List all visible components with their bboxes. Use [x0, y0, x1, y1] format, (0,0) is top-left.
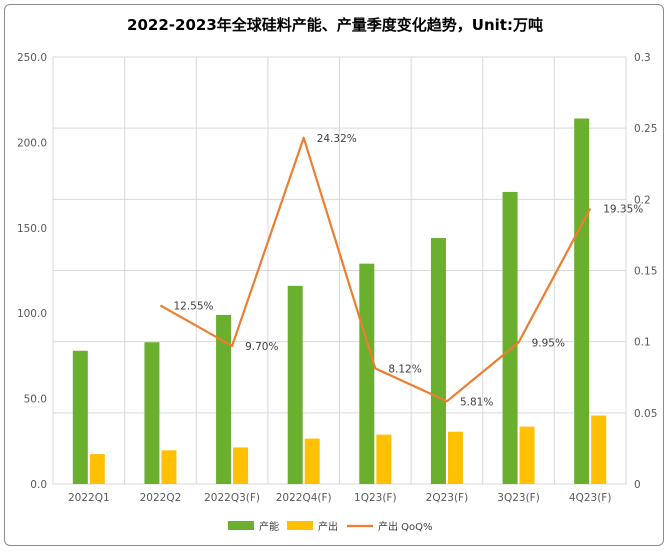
y-left-tick: 0.0: [30, 479, 47, 491]
bar-output-1: [161, 450, 177, 484]
qoq-label-6: 9.95%: [532, 337, 565, 349]
y-left-tick: 50.0: [24, 394, 47, 406]
bar-output-4: [376, 434, 392, 484]
bar-output-0: [89, 454, 105, 484]
bar-capacity-4: [359, 263, 375, 484]
qoq-label-2: 9.70%: [245, 341, 278, 353]
qoq-label-3: 24.32%: [317, 133, 357, 145]
bar-marks: [72, 118, 607, 484]
bar-capacity-7: [574, 118, 590, 484]
y-right-tick: 0.25: [634, 123, 657, 135]
legend-label-capacity: 产能: [259, 520, 279, 533]
y-right-tick: 0.15: [634, 266, 657, 278]
x-tick: 2022Q2: [140, 492, 182, 504]
qoq-label-7: 19.35%: [603, 204, 643, 216]
axes: 0.0 50.0 100.0 150.0 200.0 250.0 0 0.05 0.1 0.15 0…: [17, 52, 657, 504]
y-left-tick: 200.0: [17, 137, 47, 149]
y-right-tick: 0.1: [634, 337, 651, 349]
y-right-tick: 0.2: [634, 194, 651, 206]
legend-swatch-capacity: [228, 521, 254, 530]
x-tick: 2022Q4(F): [276, 492, 332, 504]
y-left-tick: 250.0: [17, 52, 47, 64]
gridlines: [52, 56, 627, 485]
legend-label-output: 产出: [318, 520, 338, 533]
bar-capacity-6: [502, 191, 518, 484]
y-right-tick: 0.05: [634, 408, 657, 420]
y-right-tick: 0.3: [634, 52, 651, 64]
x-tick: 2022Q3(F): [204, 492, 260, 504]
bar-output-6: [519, 426, 535, 484]
data-labels: 12.55% 9.70% 24.32% 8.12% 5.81% 9.95% 19.35%: [173, 133, 643, 408]
qoq-label-5: 5.81%: [460, 396, 493, 408]
x-tick: 1Q23(F): [354, 492, 397, 504]
y-left-tick: 100.0: [17, 308, 47, 320]
bar-capacity-0: [72, 350, 88, 484]
x-tick: 4Q23(F): [569, 492, 612, 504]
line-series: [159, 136, 592, 403]
qoq-label-1: 12.55%: [173, 300, 213, 312]
x-tick: 2022Q1: [68, 492, 110, 504]
bar-capacity-5: [430, 238, 446, 484]
chart-title: 2022-2023年全球硅料产能、产量季度变化趋势，Unit:万吨: [127, 16, 543, 34]
bar-capacity-3: [287, 285, 303, 484]
legend-swatch-output: [287, 521, 313, 530]
x-tick: 3Q23(F): [497, 492, 540, 504]
legend-label-qoq: 产出 QoQ%: [378, 520, 433, 533]
qoq-label-4: 8.12%: [388, 363, 421, 375]
legend: 产能 产出 产出 QoQ%: [228, 520, 433, 533]
bar-capacity-2: [216, 314, 232, 484]
qoq-line: [159, 136, 592, 403]
bar-output-7: [591, 415, 607, 484]
y-left-tick: 150.0: [17, 223, 47, 235]
bar-output-3: [304, 438, 320, 484]
bar-output-2: [233, 447, 249, 484]
bar-output-5: [447, 431, 463, 484]
y-right-tick: 0: [634, 479, 641, 491]
x-tick: 2Q23(F): [426, 492, 469, 504]
bar-capacity-1: [144, 342, 160, 484]
